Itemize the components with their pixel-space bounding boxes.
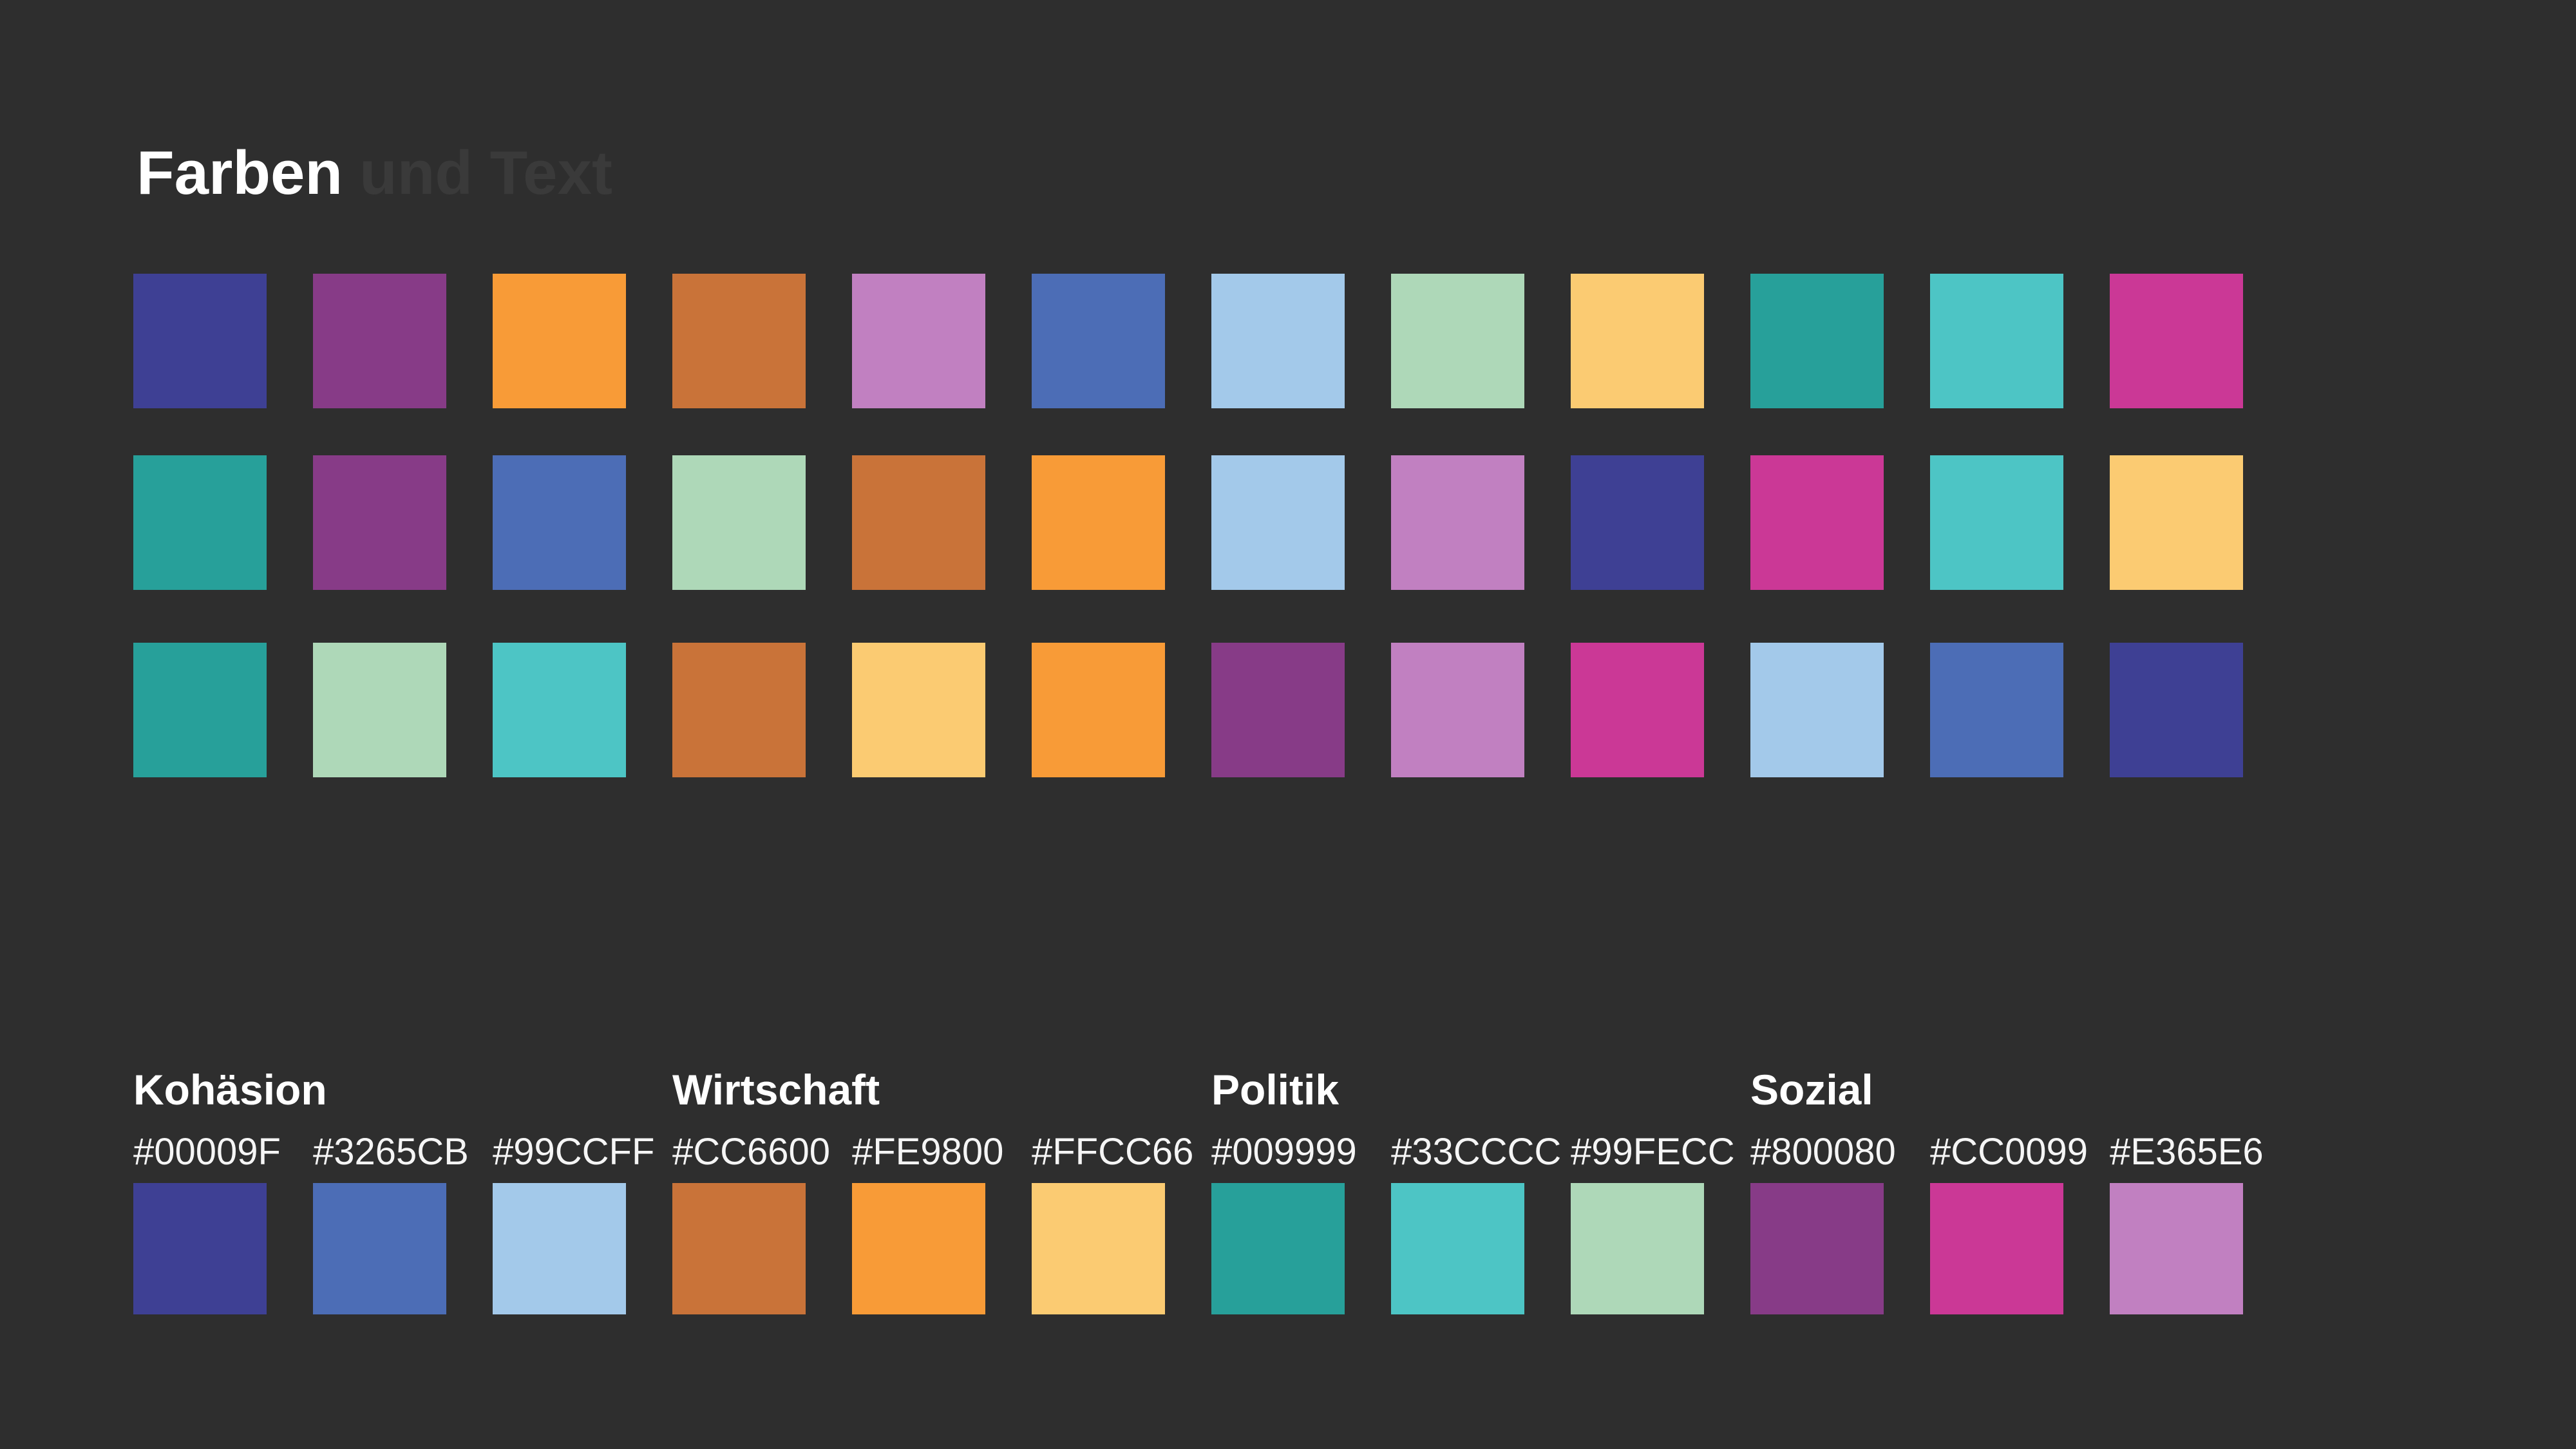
page-title: Farben und Text [137, 142, 612, 204]
color-swatch-lightyellow [2110, 455, 2243, 590]
palette-group-sozial: Sozial #800080 #CC0099 #E365E6 [1750, 1066, 2264, 1314]
palette-group-kohasion: Kohäsion #00009F #3265CB #99CCFF [133, 1066, 655, 1314]
color-swatch-blue [493, 455, 626, 590]
color-swatch-turquoise [1930, 455, 2063, 590]
hex-code-label-terracotta: #CC6600 [672, 1131, 831, 1173]
hex-code-label-blue: #3265CB [313, 1131, 469, 1173]
color-swatch-teal [133, 643, 267, 777]
color-swatch-indigo [133, 274, 267, 408]
color-swatch-lightblue [493, 1183, 626, 1314]
swatch-row-3 [133, 643, 2243, 777]
color-swatch-terracotta [672, 1183, 806, 1314]
hex-code-row: #CC6600 #FE9800 #FFCC66 [672, 1131, 1194, 1173]
color-swatch-teal [1750, 274, 1884, 408]
color-swatch-blue [1032, 274, 1165, 408]
color-swatch-magenta [1571, 643, 1704, 777]
palette-group-politik: Politik #009999 #33CCCC #99FECC [1211, 1066, 1735, 1314]
group-swatch-row [1211, 1183, 1704, 1314]
color-swatch-lightblue [1211, 455, 1345, 590]
color-swatch-purple [313, 455, 446, 590]
swatch-row-1 [133, 274, 2243, 408]
color-swatch-indigo [2110, 643, 2243, 777]
group-title: Sozial [1750, 1066, 1873, 1113]
swatch-row-2 [133, 455, 2243, 590]
hex-code-label-lightyellow: #FFCC66 [1032, 1131, 1194, 1173]
hex-code-row: #800080 #CC0099 #E365E6 [1750, 1131, 2264, 1173]
hex-code-row: #00009F #3265CB #99CCFF [133, 1131, 655, 1173]
color-swatch-lilac [852, 274, 985, 408]
color-swatch-lilac [2110, 1183, 2243, 1314]
hex-code-label-orange: #FE9800 [852, 1131, 1004, 1173]
color-swatch-magenta [1750, 455, 1884, 590]
color-swatch-lightgreen [1391, 274, 1524, 408]
color-swatch-indigo [1571, 455, 1704, 590]
hex-code-label-lightblue: #99CCFF [493, 1131, 655, 1173]
color-swatch-lightblue [1750, 643, 1884, 777]
color-swatch-orange [1032, 643, 1165, 777]
color-swatch-blue [1930, 643, 2063, 777]
hex-code-label-purple: #800080 [1750, 1131, 1896, 1173]
color-swatch-lightyellow [1571, 274, 1704, 408]
page-title-primary: Farben [137, 138, 343, 207]
color-swatch-turquoise [1391, 1183, 1524, 1314]
group-swatch-row [672, 1183, 1165, 1314]
color-swatch-orange [852, 1183, 985, 1314]
color-swatch-turquoise [1930, 274, 2063, 408]
color-swatch-orange [1032, 455, 1165, 590]
color-swatch-blue [313, 1183, 446, 1314]
hex-code-row: #009999 #33CCCC #99FECC [1211, 1131, 1735, 1173]
hex-code-label-lilac: #E365E6 [2110, 1131, 2264, 1173]
color-swatch-orange [493, 274, 626, 408]
hex-code-label-lightgreen: #99FECC [1571, 1131, 1735, 1173]
group-swatch-row [133, 1183, 626, 1314]
color-swatch-purple [1750, 1183, 1884, 1314]
group-title: Kohäsion [133, 1066, 327, 1113]
color-swatch-lightgreen [1571, 1183, 1704, 1314]
palette-groups: Kohäsion #00009F #3265CB #99CCFF Wirtschaft #… [133, 1066, 2264, 1314]
group-swatch-row [1750, 1183, 2243, 1314]
hex-code-label-indigo: #00009F [133, 1131, 281, 1173]
group-title: Politik [1211, 1066, 1340, 1113]
color-swatch-lightyellow [1032, 1183, 1165, 1314]
color-swatch-lightyellow [852, 643, 985, 777]
color-swatch-lightgreen [672, 455, 806, 590]
color-swatch-magenta [1930, 1183, 2063, 1314]
hex-code-label-magenta: #CC0099 [1930, 1131, 2088, 1173]
page-title-secondary: und Text [359, 138, 612, 207]
color-swatch-indigo [133, 1183, 267, 1314]
color-swatch-purple [1211, 643, 1345, 777]
color-swatch-terracotta [672, 643, 806, 777]
color-swatch-terracotta [672, 274, 806, 408]
group-title: Wirtschaft [672, 1066, 880, 1113]
color-swatch-lilac [1391, 455, 1524, 590]
color-swatch-lilac [1391, 643, 1524, 777]
color-swatch-teal [1211, 1183, 1345, 1314]
color-swatch-lightgreen [313, 643, 446, 777]
hex-code-label-turquoise: #33CCCC [1391, 1131, 1562, 1173]
color-swatch-turquoise [493, 643, 626, 777]
color-swatch-lightblue [1211, 274, 1345, 408]
color-swatch-magenta [2110, 274, 2243, 408]
color-swatch-terracotta [852, 455, 985, 590]
color-swatch-purple [313, 274, 446, 408]
hex-code-label-teal: #009999 [1211, 1131, 1357, 1173]
palette-group-wirtschaft: Wirtschaft #CC6600 #FE9800 #FFCC66 [672, 1066, 1194, 1314]
color-swatch-teal [133, 455, 267, 590]
